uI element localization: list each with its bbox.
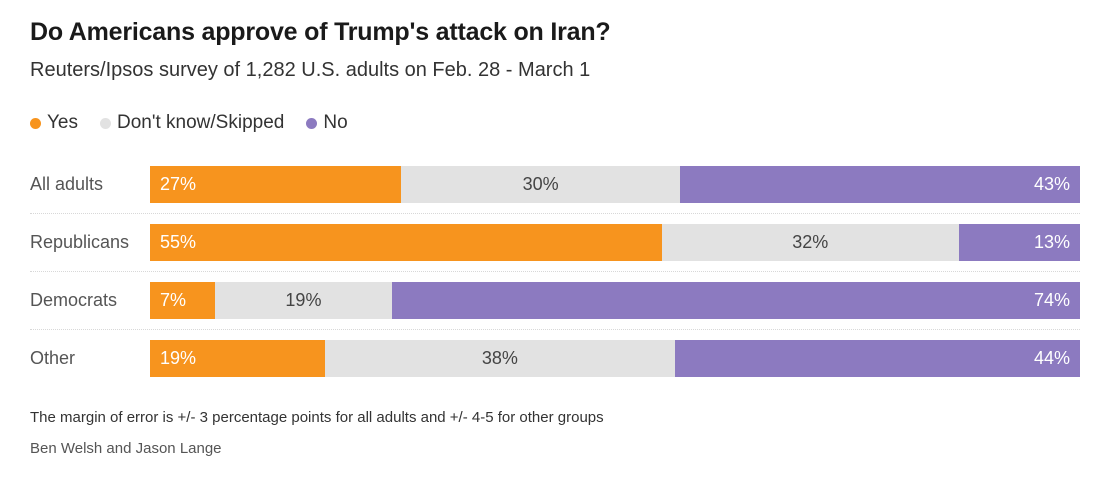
legend: Yes Don't know/Skipped No (30, 112, 1080, 134)
legend-item-2: No (306, 112, 348, 134)
stacked-bar: 19% 38% 44% (150, 340, 1081, 377)
chart-subtitle: Reuters/Ipsos survey of 1,282 U.S. adult… (30, 59, 591, 81)
legend-swatch-icon (30, 117, 41, 129)
bar-segment: 43% (680, 166, 1080, 203)
page-title: Do Americans approve of Trump's attack o… (30, 18, 611, 46)
row-label: Republicans (30, 232, 130, 252)
legend-label: Yes (47, 112, 78, 133)
row-label: All adults (30, 174, 104, 194)
legend-item-0: Yes (30, 112, 78, 134)
row-label: Other (30, 348, 76, 368)
chart-row: All adults 27% 30% 43% (30, 156, 1080, 213)
bar-segment: 19% (215, 282, 392, 319)
stacked-bar: 55% 32% 13% (150, 224, 1080, 261)
legend-label: Don't know/Skipped (117, 112, 285, 133)
margin-of-error-note: The margin of error is +/- 3 percentage … (30, 409, 604, 426)
bar-segment: 13% (959, 224, 1080, 261)
chart: All adults 27% 30% 43% Republicans 55% 32% 13% D… (30, 156, 1081, 387)
segment-value-label: 27% (160, 174, 197, 194)
bar-segment: 7% (150, 282, 216, 319)
stacked-bar: 7% 19% 74% (150, 282, 1080, 319)
stacked-bar: 27% 30% 43% (150, 166, 1080, 203)
bar-segment: 38% (324, 340, 675, 377)
chart-row: Other 19% 38% 44% (30, 329, 1081, 387)
legend-item-1: Don't know/Skipped (100, 112, 284, 134)
bar-segment: 27% (150, 166, 402, 203)
bar-segment: 74% (391, 282, 1080, 319)
bar-segment: 19% (150, 340, 325, 377)
segment-value-label: 7% (160, 290, 187, 310)
segment-value-label: 74% (1033, 290, 1070, 310)
legend-swatch-icon (306, 117, 318, 129)
segment-value-label: 19% (160, 348, 197, 368)
bar-segment: 55% (150, 224, 662, 261)
segment-value-label: 44% (1033, 348, 1071, 368)
bar-segment: 44% (674, 340, 1081, 377)
segment-value-label: 13% (1033, 232, 1070, 252)
segment-value-label: 30% (522, 174, 559, 194)
segment-value-label: 38% (481, 348, 518, 368)
chart-row: Democrats 7% 19% 74% (30, 271, 1080, 329)
row-label: Democrats (30, 290, 118, 310)
bar-segment: 30% (401, 166, 681, 203)
chart-row: Republicans 55% 32% 13% (30, 213, 1080, 271)
byline: Ben Welsh and Jason Lange (30, 440, 222, 457)
segment-value-label: 19% (285, 290, 322, 310)
legend-label: No (323, 112, 348, 133)
legend-swatch-icon (100, 117, 111, 129)
segment-value-label: 32% (792, 232, 829, 252)
segment-value-label: 43% (1033, 174, 1070, 194)
bar-segment: 32% (661, 224, 960, 261)
segment-value-label: 55% (160, 232, 197, 252)
